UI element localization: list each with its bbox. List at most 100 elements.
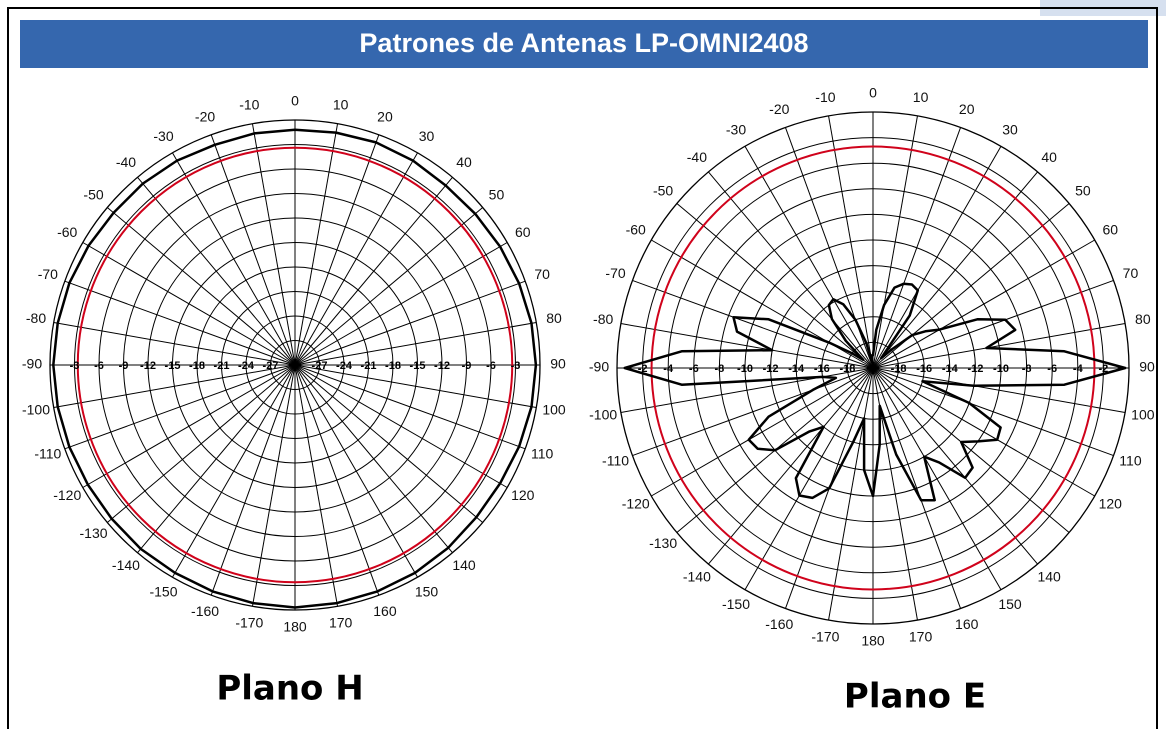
grid-ring <box>846 341 900 395</box>
theta-tick-label: -150 <box>722 596 750 612</box>
theta-tick-label: 140 <box>1037 569 1061 585</box>
theta-tick-label: -80 <box>26 310 46 326</box>
theta-tick-label: -10 <box>239 97 259 113</box>
r-tick-label: -12 <box>140 360 156 372</box>
theta-tick-label: 180 <box>861 633 885 649</box>
theta-tick-label: 60 <box>515 224 531 240</box>
r-tick-label: -18 <box>839 363 855 375</box>
theta-tick-label: -60 <box>626 222 646 238</box>
theta-tick-label: -40 <box>687 149 707 165</box>
theta-tick-label: -90 <box>22 356 42 372</box>
grid-ring <box>642 137 1104 599</box>
outer-ring <box>616 111 1130 625</box>
theta-tick-label: -10 <box>815 89 835 105</box>
r-tick-label: -24 <box>238 360 255 372</box>
r-tick-label: -9 <box>119 360 129 372</box>
theta-tick-label: 120 <box>1099 496 1123 512</box>
r-tick-label: -14 <box>788 363 805 375</box>
theta-tick-label: 120 <box>511 487 535 503</box>
grid-ring <box>821 316 925 420</box>
theta-tick-label: -160 <box>191 603 219 619</box>
r-tick-label: -15 <box>410 360 426 372</box>
outer-ring <box>49 119 541 611</box>
title-bar <box>20 20 1148 68</box>
grid-ring <box>245 315 345 415</box>
r-tick-label: -27 <box>263 360 279 372</box>
theta-tick-label: 0 <box>869 85 877 101</box>
theta-tick-label: 170 <box>329 615 353 631</box>
page-title: Patrones de Antenas LP-OMNI2408 <box>359 28 808 58</box>
theta-tick-label: -70 <box>38 266 58 282</box>
theta-tick-label: -40 <box>116 154 136 170</box>
theta-tick-label: 100 <box>542 401 566 417</box>
chart-title: Plano H <box>216 669 363 709</box>
theta-tick-label: -120 <box>53 487 81 503</box>
r-tick-label: -2 <box>638 363 648 375</box>
r-tick-label: -27 <box>312 360 328 372</box>
r-tick-label: -2 <box>1099 363 1109 375</box>
frame <box>7 7 1158 729</box>
r-tick-label: -12 <box>763 363 779 375</box>
r-tick-label: -12 <box>434 360 450 372</box>
grid-ring <box>693 188 1053 548</box>
theta-tick-label: 180 <box>283 619 307 635</box>
theta-tick-label: 10 <box>913 89 929 105</box>
theta-tick-label: -140 <box>683 569 711 585</box>
theta-tick-label: -50 <box>83 187 103 203</box>
r-tick-label: -18 <box>891 363 907 375</box>
theta-tick-label: -30 <box>153 128 173 144</box>
theta-tick-label: 20 <box>959 101 975 117</box>
r-tick-label: -4 <box>663 363 674 375</box>
r-tick-label: -10 <box>993 363 1009 375</box>
theta-tick-label: 40 <box>1041 149 1057 165</box>
r-tick-label: -21 <box>214 360 230 372</box>
r-tick-label: -16 <box>814 363 830 375</box>
theta-tick-label: -30 <box>726 121 746 137</box>
grid-ring <box>172 242 418 488</box>
r-tick-label: -4 <box>1073 363 1084 375</box>
theta-tick-label: 60 <box>1103 222 1119 238</box>
r-tick-label: -24 <box>336 360 353 372</box>
r-tick-label: -9 <box>462 360 472 372</box>
theta-tick-label: 30 <box>419 128 435 144</box>
grid-ring <box>196 266 394 464</box>
theta-tick-label: 50 <box>1075 183 1091 199</box>
theta-tick-label: -110 <box>602 452 629 468</box>
theta-tick-label: 140 <box>452 557 476 573</box>
theta-tick-label: 90 <box>1139 359 1155 375</box>
r-tick-label: -18 <box>385 360 401 372</box>
theta-tick-label: -60 <box>57 224 77 240</box>
r-tick-label: -6 <box>689 363 699 375</box>
theta-tick-label: -100 <box>22 401 50 417</box>
chart-title: Plano E <box>844 677 986 717</box>
theta-tick-label: -130 <box>649 535 677 551</box>
grid-ring <box>221 291 369 439</box>
r-tick-label: -21 <box>361 360 377 372</box>
theta-tick-label: -160 <box>765 616 793 632</box>
r-tick-label: -15 <box>165 360 181 372</box>
theta-tick-label: 0 <box>291 93 299 109</box>
r-tick-label: -6 <box>486 360 496 372</box>
r-tick-label: -8 <box>1022 363 1032 375</box>
grid-ring <box>270 340 320 390</box>
theta-tick-label: 110 <box>531 446 554 462</box>
theta-tick-label: 150 <box>415 583 439 599</box>
grid-ring <box>795 290 951 446</box>
theta-tick-label: -170 <box>811 629 839 645</box>
theta-tick-label: 110 <box>1119 452 1142 468</box>
theta-tick-label: 20 <box>377 109 393 125</box>
pattern-line <box>623 282 1127 502</box>
theta-tick-label: -150 <box>149 583 177 599</box>
r-tick-label: -6 <box>1047 363 1057 375</box>
r-tick-label: -16 <box>916 363 932 375</box>
theta-tick-label: 70 <box>534 266 550 282</box>
theta-tick-label: 160 <box>373 603 397 619</box>
theta-tick-label: -90 <box>589 359 609 375</box>
r-tick-label: -3 <box>70 360 80 372</box>
theta-tick-label: -170 <box>235 615 263 631</box>
theta-tick-label: -120 <box>622 496 650 512</box>
grid-ring <box>123 193 467 537</box>
reference-circle <box>650 145 1096 591</box>
grid-ring <box>667 162 1079 574</box>
